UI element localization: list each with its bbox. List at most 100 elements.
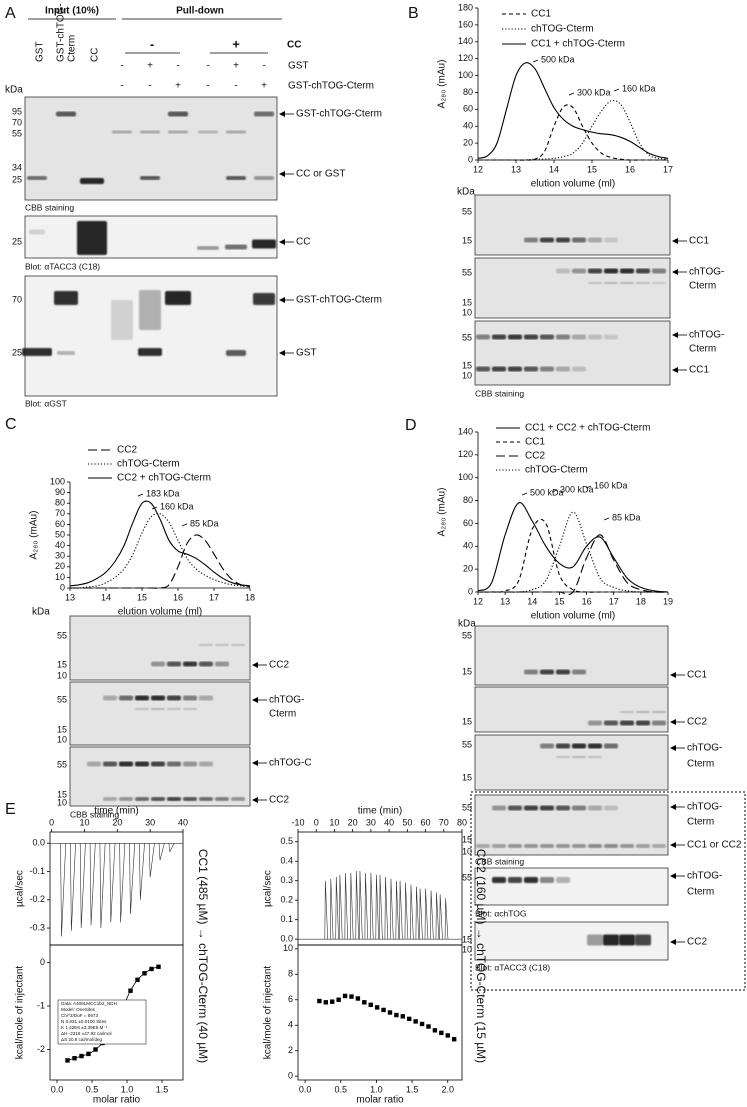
label: 14 xyxy=(101,592,111,602)
point xyxy=(156,964,161,969)
band xyxy=(604,805,618,811)
label: A₂₈₀ (mAu) xyxy=(437,488,448,537)
label: 10 xyxy=(55,572,65,582)
series-line xyxy=(69,534,251,589)
label: 20 xyxy=(55,561,65,571)
band xyxy=(492,844,506,848)
band xyxy=(524,877,538,883)
label: N 0.831 ±0.0100 Sites xyxy=(61,1019,107,1024)
label: Cterm xyxy=(687,759,714,770)
band xyxy=(27,176,47,180)
injection-peak xyxy=(168,843,175,853)
arrow-head xyxy=(279,297,285,303)
annotation-tick xyxy=(551,489,558,493)
annotation-tick xyxy=(521,492,528,496)
label: -0.2 xyxy=(29,894,45,904)
band xyxy=(168,111,188,117)
band xyxy=(540,805,554,811)
label: CC2 xyxy=(117,445,137,456)
injection-peak xyxy=(139,843,145,900)
series-line xyxy=(477,104,668,161)
annotation-tick xyxy=(568,92,575,96)
band xyxy=(87,761,101,767)
label: 14 xyxy=(549,164,559,174)
injection-peak xyxy=(335,876,339,940)
label: CBB staining xyxy=(70,809,119,819)
band xyxy=(524,805,538,811)
label: time (min) xyxy=(94,806,138,817)
label: elution volume (ml) xyxy=(118,607,202,618)
label: CC1 xyxy=(687,670,707,681)
band xyxy=(540,334,554,340)
band xyxy=(103,761,117,767)
band xyxy=(167,695,181,701)
band xyxy=(492,805,506,811)
band xyxy=(572,669,586,675)
label: molar ratio xyxy=(93,1095,141,1106)
arrow-head xyxy=(279,111,285,117)
band xyxy=(103,797,117,801)
label: Cterm xyxy=(689,344,716,355)
label: 0.0 xyxy=(299,1084,312,1094)
label: 13 xyxy=(500,596,510,606)
band xyxy=(226,350,246,356)
label: ΔS 20.6 cal/mol/deg xyxy=(61,1037,103,1042)
label: 0.5 xyxy=(335,1084,348,1094)
label: 34 xyxy=(12,162,22,172)
band xyxy=(215,644,229,646)
band xyxy=(508,844,522,848)
label: time (min) xyxy=(358,806,402,817)
label: 10 xyxy=(462,846,472,856)
arrow-head xyxy=(672,367,678,373)
label: 60 xyxy=(55,519,65,529)
point xyxy=(426,1024,431,1029)
label: A₂₈₀ (mAu) xyxy=(437,60,448,109)
band xyxy=(151,761,165,767)
label: Pull-down xyxy=(176,6,224,17)
band xyxy=(492,366,506,372)
label: elution volume (ml) xyxy=(531,179,615,190)
band xyxy=(572,366,586,372)
gel xyxy=(69,681,251,746)
arrow-head xyxy=(279,350,285,356)
label: 15 xyxy=(57,659,67,669)
band xyxy=(135,695,149,701)
band xyxy=(588,282,602,284)
point xyxy=(413,1019,418,1024)
label: 40 xyxy=(384,817,394,827)
label: - xyxy=(120,81,123,92)
label: E xyxy=(5,801,16,818)
label: 10 xyxy=(57,734,67,744)
label: 40 xyxy=(463,541,473,551)
annotation-tick xyxy=(137,493,144,497)
injection-peak xyxy=(344,872,349,940)
band xyxy=(588,334,602,340)
label: 20 xyxy=(112,817,122,827)
label: 0.5 xyxy=(86,1084,99,1094)
label: 40 xyxy=(55,540,65,550)
band xyxy=(620,282,634,284)
label: 10 xyxy=(462,944,472,954)
band xyxy=(77,221,107,255)
band xyxy=(572,844,586,848)
label: Cterm xyxy=(689,281,716,292)
label: 160 kDa xyxy=(594,480,628,490)
arrow-head xyxy=(672,238,678,244)
label: 85 kDa xyxy=(612,512,641,522)
band xyxy=(139,290,161,330)
label: 40 xyxy=(463,121,473,131)
annotation-tick xyxy=(532,59,539,63)
label: 2 xyxy=(288,1045,293,1055)
label: 10 xyxy=(462,307,472,317)
band xyxy=(199,644,213,646)
label: 10 xyxy=(79,817,89,827)
label: GST xyxy=(288,61,309,72)
label: 60 xyxy=(463,518,473,528)
band xyxy=(167,708,181,710)
label: 55 xyxy=(462,802,472,812)
band xyxy=(572,237,586,243)
band xyxy=(556,877,570,883)
band xyxy=(215,797,229,801)
label: K 1.42E6 ±3.39E5 M⁻¹ xyxy=(61,1025,108,1030)
label: chTOG-Cterm xyxy=(117,459,180,470)
